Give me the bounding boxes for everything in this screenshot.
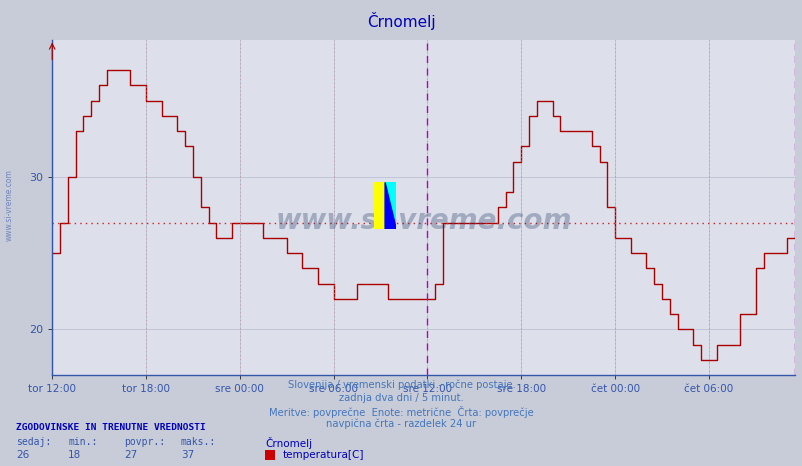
Text: 37: 37: [180, 450, 194, 460]
Polygon shape: [385, 182, 396, 229]
Text: zadnja dva dni / 5 minut.: zadnja dva dni / 5 minut.: [338, 393, 464, 403]
Polygon shape: [385, 182, 396, 229]
Text: sedaj:: sedaj:: [16, 437, 51, 447]
Text: www.si-vreme.com: www.si-vreme.com: [5, 169, 14, 241]
Text: ZGODOVINSKE IN TRENUTNE VREDNOSTI: ZGODOVINSKE IN TRENUTNE VREDNOSTI: [16, 423, 205, 432]
Text: Meritve: povprečne  Enote: metrične  Črta: povprečje: Meritve: povprečne Enote: metrične Črta:…: [269, 406, 533, 418]
Text: 18: 18: [68, 450, 82, 460]
Text: 26: 26: [16, 450, 30, 460]
Text: 27: 27: [124, 450, 138, 460]
Bar: [374, 182, 385, 229]
Text: www.si-vreme.com: www.si-vreme.com: [275, 207, 571, 235]
Text: temperatura[C]: temperatura[C]: [282, 450, 363, 460]
Text: povpr.:: povpr.:: [124, 437, 165, 447]
Text: navpična črta - razdelek 24 ur: navpična črta - razdelek 24 ur: [326, 419, 476, 430]
Text: Črnomelj: Črnomelj: [265, 437, 312, 449]
Text: Slovenija / vremenski podatki - ročne postaje.: Slovenija / vremenski podatki - ročne po…: [287, 380, 515, 391]
Text: maks.:: maks.:: [180, 437, 216, 447]
Text: min.:: min.:: [68, 437, 98, 447]
Text: Črnomelj: Črnomelj: [367, 12, 435, 30]
